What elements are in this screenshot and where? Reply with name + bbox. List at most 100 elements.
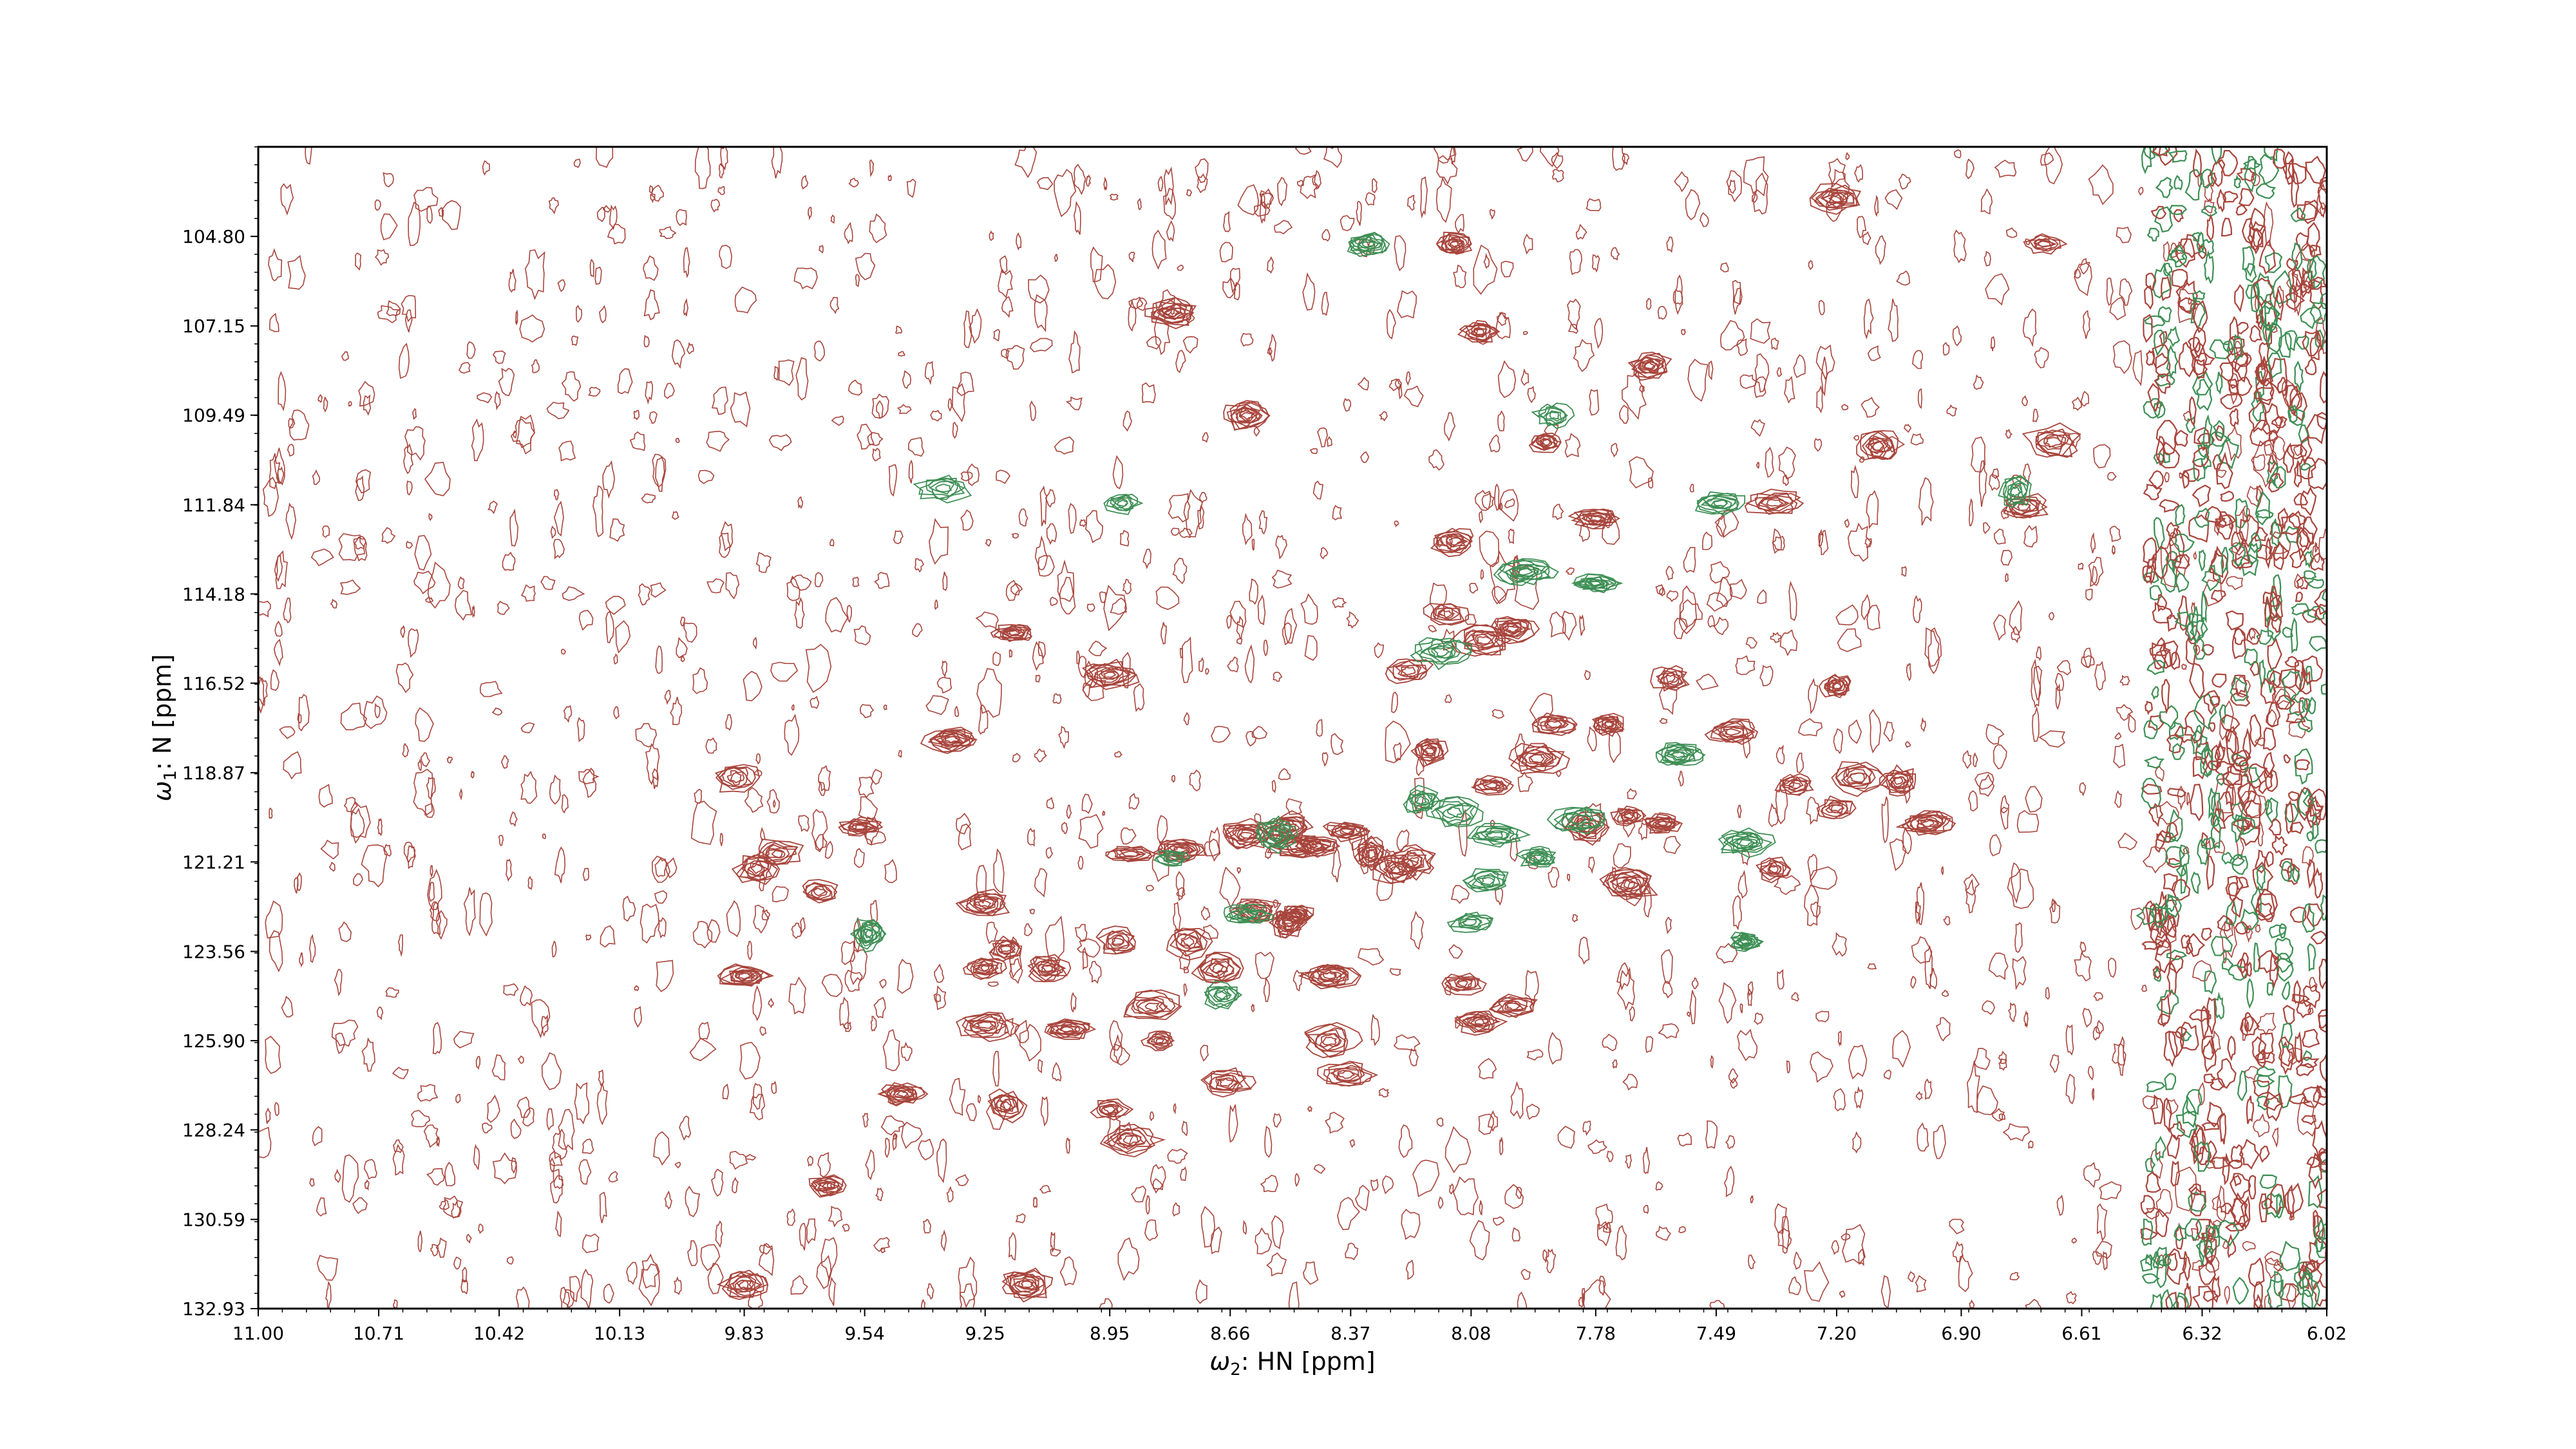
positive-peak-contour xyxy=(1401,666,1416,676)
noise-contour xyxy=(275,550,288,589)
noise-contour xyxy=(1050,1248,1061,1257)
artefact-contour-negative xyxy=(2174,611,2192,627)
noise-contour xyxy=(1848,719,1862,744)
artefact-contour-negative xyxy=(2255,490,2271,526)
noise-contour xyxy=(817,1152,831,1178)
artefact-contour-positive xyxy=(2264,596,2272,628)
noise-contour xyxy=(430,865,433,877)
positive-peak-contour xyxy=(1508,743,1570,775)
artefact-contour-negative xyxy=(2244,648,2258,667)
noise-contour xyxy=(1965,878,1976,914)
artefact-contour-positive xyxy=(2306,903,2325,927)
artefact-contour-positive xyxy=(2263,1096,2284,1112)
noise-contour xyxy=(2087,1065,2094,1081)
artefact-contour-positive xyxy=(2291,169,2300,208)
noise-contour xyxy=(958,1256,978,1309)
artefact-contour-negative xyxy=(2280,1022,2293,1049)
noise-contour xyxy=(683,247,690,279)
artefact-contour-positive xyxy=(2217,1057,2237,1089)
noise-contour xyxy=(477,392,493,404)
positive-peak-contour xyxy=(1300,965,1349,987)
y-axis-label-text: : N [ppm] xyxy=(148,654,176,770)
noise-contour xyxy=(747,940,753,961)
artefact-contour-positive xyxy=(2249,325,2263,343)
artefact-contour-positive xyxy=(2307,788,2327,820)
noise-contour xyxy=(1309,448,1318,455)
noise-contour xyxy=(2150,1148,2163,1180)
artefact-contour-negative xyxy=(2168,808,2183,842)
positive-peak-contour xyxy=(1650,665,1690,691)
artefact-contour-positive xyxy=(2300,267,2315,299)
positive-peak-contour xyxy=(1450,241,1459,248)
artefact-contour-positive xyxy=(2224,191,2239,203)
noise-contour xyxy=(1747,988,1753,1007)
positive-peak-contour xyxy=(1499,621,1526,638)
noise-contour xyxy=(2114,732,2122,740)
noise-contour xyxy=(1448,1183,1454,1195)
noise-contour xyxy=(947,397,952,412)
noise-contour xyxy=(995,469,1010,484)
noise-contour xyxy=(1483,252,1490,269)
noise-contour xyxy=(1779,629,1798,656)
noise-contour xyxy=(1487,1110,1499,1132)
noise-contour xyxy=(1029,337,1053,352)
noise-contour xyxy=(1709,561,1730,584)
noise-contour xyxy=(876,400,884,419)
noise-contour xyxy=(1786,1060,1790,1074)
noise-contour xyxy=(355,475,365,501)
noise-contour xyxy=(2142,846,2168,874)
noise-contour xyxy=(1915,1275,1927,1293)
positive-peak-contour xyxy=(736,972,754,980)
noise-contour xyxy=(1844,518,1850,528)
positive-peak-contour xyxy=(1781,777,1808,793)
noise-contour xyxy=(1739,374,1757,389)
noise-contour xyxy=(1034,748,1047,763)
negative-peak-contour xyxy=(1514,565,1536,578)
noise-contour xyxy=(377,817,383,837)
artefact-contour-positive xyxy=(2261,1197,2273,1209)
noise-contour xyxy=(1655,1226,1671,1241)
noise-contour xyxy=(1728,1068,1739,1084)
artefact-contour-negative xyxy=(2195,1238,2213,1258)
positive-peak-contour xyxy=(999,945,1012,952)
noise-contour xyxy=(1901,565,1907,577)
artefact-contour-positive xyxy=(2225,764,2242,787)
noise-contour xyxy=(353,535,366,550)
noise-contour xyxy=(1202,431,1209,443)
noise-contour xyxy=(2012,956,2027,990)
positive-peak-contour xyxy=(1291,911,1303,918)
positive-peak-contour xyxy=(1137,999,1164,1012)
noise-contour xyxy=(626,1262,638,1285)
positive-peak-contour xyxy=(1660,672,1681,686)
positive-peak-contour xyxy=(1474,1018,1485,1025)
artefact-contour-negative xyxy=(2307,258,2317,283)
negative-peak-contour xyxy=(1434,796,1479,828)
noise-contour xyxy=(1066,804,1072,819)
noise-contour xyxy=(739,1041,761,1080)
noise-contour xyxy=(1810,902,1821,918)
noise-contour xyxy=(1236,615,1244,639)
artefact-contour-positive xyxy=(2297,457,2316,480)
noise-contour xyxy=(542,833,547,839)
noise-contour xyxy=(2309,977,2318,992)
artefact-contour-positive xyxy=(2222,770,2243,786)
noise-contour xyxy=(1223,211,1231,232)
noise-contour xyxy=(2056,1195,2064,1217)
noise-contour xyxy=(1195,158,1209,183)
noise-contour xyxy=(1146,885,1155,892)
artefact-contour-positive xyxy=(2145,1171,2162,1193)
noise-contour xyxy=(1754,376,1767,398)
positive-peak-contour xyxy=(1444,978,1479,992)
noise-contour xyxy=(824,840,833,859)
x-axis-label-symbol: ω xyxy=(1209,1347,1230,1376)
noise-contour xyxy=(1863,298,1874,340)
artefact-contour-negative xyxy=(2297,715,2313,733)
noise-contour xyxy=(352,873,363,887)
noise-contour xyxy=(473,1144,480,1171)
noise-contour xyxy=(1122,410,1132,432)
noise-contour xyxy=(1573,339,1595,372)
positive-peak-contour xyxy=(2037,430,2070,455)
noise-contour xyxy=(1149,1111,1155,1122)
artefact-contour-positive xyxy=(2277,507,2288,530)
noise-contour xyxy=(1864,537,1872,549)
